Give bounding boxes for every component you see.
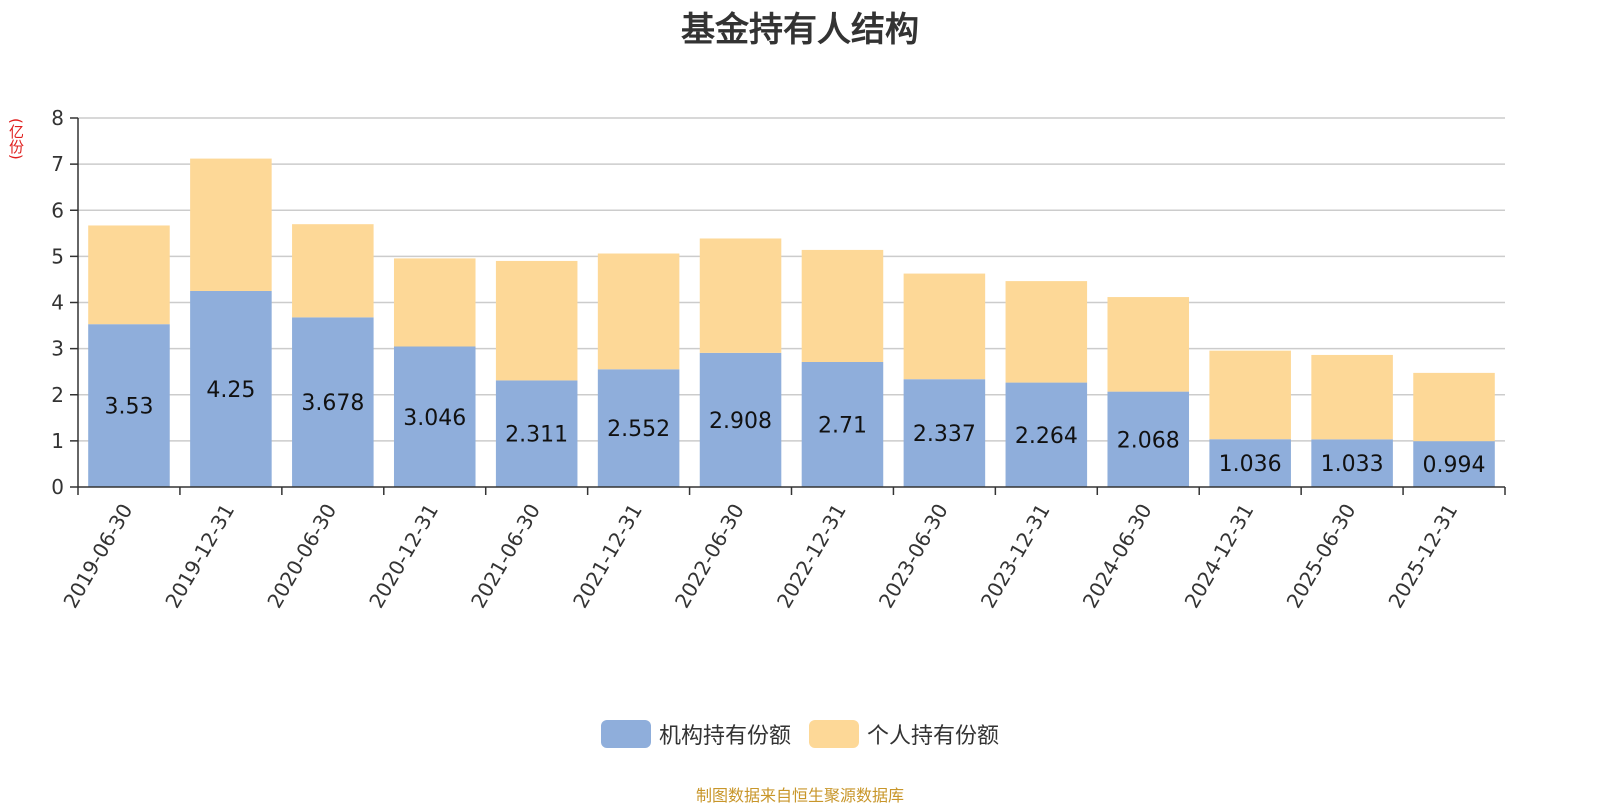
data-label: 0.994 [1423, 453, 1486, 478]
x-category-label: 2020-06-30 [262, 500, 341, 613]
legend-item-individual[interactable]: 个人持有份额 [809, 718, 999, 750]
bar-individual [190, 158, 272, 291]
bar-institutional [699, 352, 782, 487]
x-category-label: 2021-06-30 [466, 500, 545, 613]
data-label: 2.71 [818, 414, 867, 439]
x-category-label: 2019-06-30 [58, 500, 137, 613]
bar-individual [1413, 372, 1495, 442]
bar-institutional [393, 346, 476, 487]
bar-individual [903, 273, 986, 380]
y-tick-label: 0 [51, 475, 64, 499]
x-category-label: 2020-12-31 [364, 500, 443, 613]
bar-institutional [88, 324, 170, 487]
bar-institutional [1311, 439, 1393, 487]
y-axis-unit-label: (亿份) [7, 118, 25, 160]
bar-institutional [1005, 382, 1088, 487]
bar-institutional [190, 290, 272, 487]
y-tick-label: 7 [51, 152, 64, 176]
data-label: 3.53 [104, 395, 153, 420]
bar-institutional [903, 379, 986, 487]
legend-label-individual: 个人持有份额 [867, 724, 1000, 749]
x-category-label: 2022-06-30 [670, 500, 749, 613]
bar-institutional [292, 317, 374, 487]
legend-item-institutional[interactable]: 机构持有份额 [600, 718, 791, 750]
x-category-label: 2025-06-30 [1282, 500, 1361, 613]
x-category-label: 2024-06-30 [1078, 500, 1157, 613]
bar-institutional [1413, 441, 1495, 487]
data-label: 2.337 [913, 422, 976, 447]
bar-institutional [1209, 439, 1291, 487]
axis-layer: 0 1 2 3 4 5 6 7 8 [51, 106, 1506, 499]
data-label: 2.264 [1015, 424, 1078, 449]
x-category-label: 2023-06-30 [874, 499, 953, 612]
bar-individual [1005, 281, 1088, 383]
legend-label-institutional: 机构持有份额 [658, 724, 791, 749]
x-category-label: 2022-12-31 [772, 500, 851, 613]
y-tick-label: 4 [51, 291, 64, 315]
bar-individual [801, 249, 884, 363]
y-tick-label: 1 [51, 429, 64, 453]
bar-individual [699, 238, 782, 353]
data-source-note: 制图数据来自恒生聚源数据库 [695, 786, 904, 805]
data-label: 3.678 [301, 391, 364, 416]
data-label: 2.552 [607, 417, 670, 442]
legend-swatch-individual [809, 720, 859, 748]
legend-swatch-institutional [600, 720, 651, 748]
bar-institutional [1107, 391, 1190, 487]
x-category-label: 2024-12-31 [1180, 500, 1259, 613]
x-category-label: 2023-12-31 [976, 500, 1055, 613]
bar-institutional [597, 369, 680, 487]
x-category-label: 2025-12-31 [1383, 500, 1462, 613]
bar-individual [88, 225, 170, 325]
data-label: 2.311 [505, 423, 568, 448]
bar-individual [393, 258, 476, 347]
data-label: 4.25 [206, 378, 255, 403]
bar-layer [88, 158, 1495, 487]
data-label: 2.068 [1117, 428, 1180, 453]
bar-individual [1209, 350, 1291, 440]
bar-individual [1107, 297, 1190, 392]
x-category-label: 2019-12-31 [160, 500, 239, 613]
data-label: 3.046 [403, 406, 466, 431]
x-category-label: 2021-12-31 [568, 500, 647, 613]
y-tick-label: 5 [51, 244, 64, 268]
data-label: 1.033 [1321, 452, 1384, 477]
data-label: 1.036 [1219, 452, 1282, 477]
y-tick-label: 3 [51, 337, 64, 361]
bar-individual [292, 224, 374, 318]
bar-institutional [495, 380, 578, 487]
bar-individual [597, 253, 680, 370]
chart-title: 基金持有人结构 [681, 10, 919, 50]
data-label: 2.908 [709, 409, 772, 434]
y-tick-label: 2 [51, 383, 64, 407]
y-tick-label: 6 [51, 198, 64, 222]
bar-individual [1311, 354, 1393, 440]
bar-individual [495, 260, 578, 381]
bar-institutional [801, 362, 884, 487]
y-tick-label: 8 [51, 106, 64, 130]
legend: 机构持有份额 个人持有份额 [0, 718, 1600, 750]
